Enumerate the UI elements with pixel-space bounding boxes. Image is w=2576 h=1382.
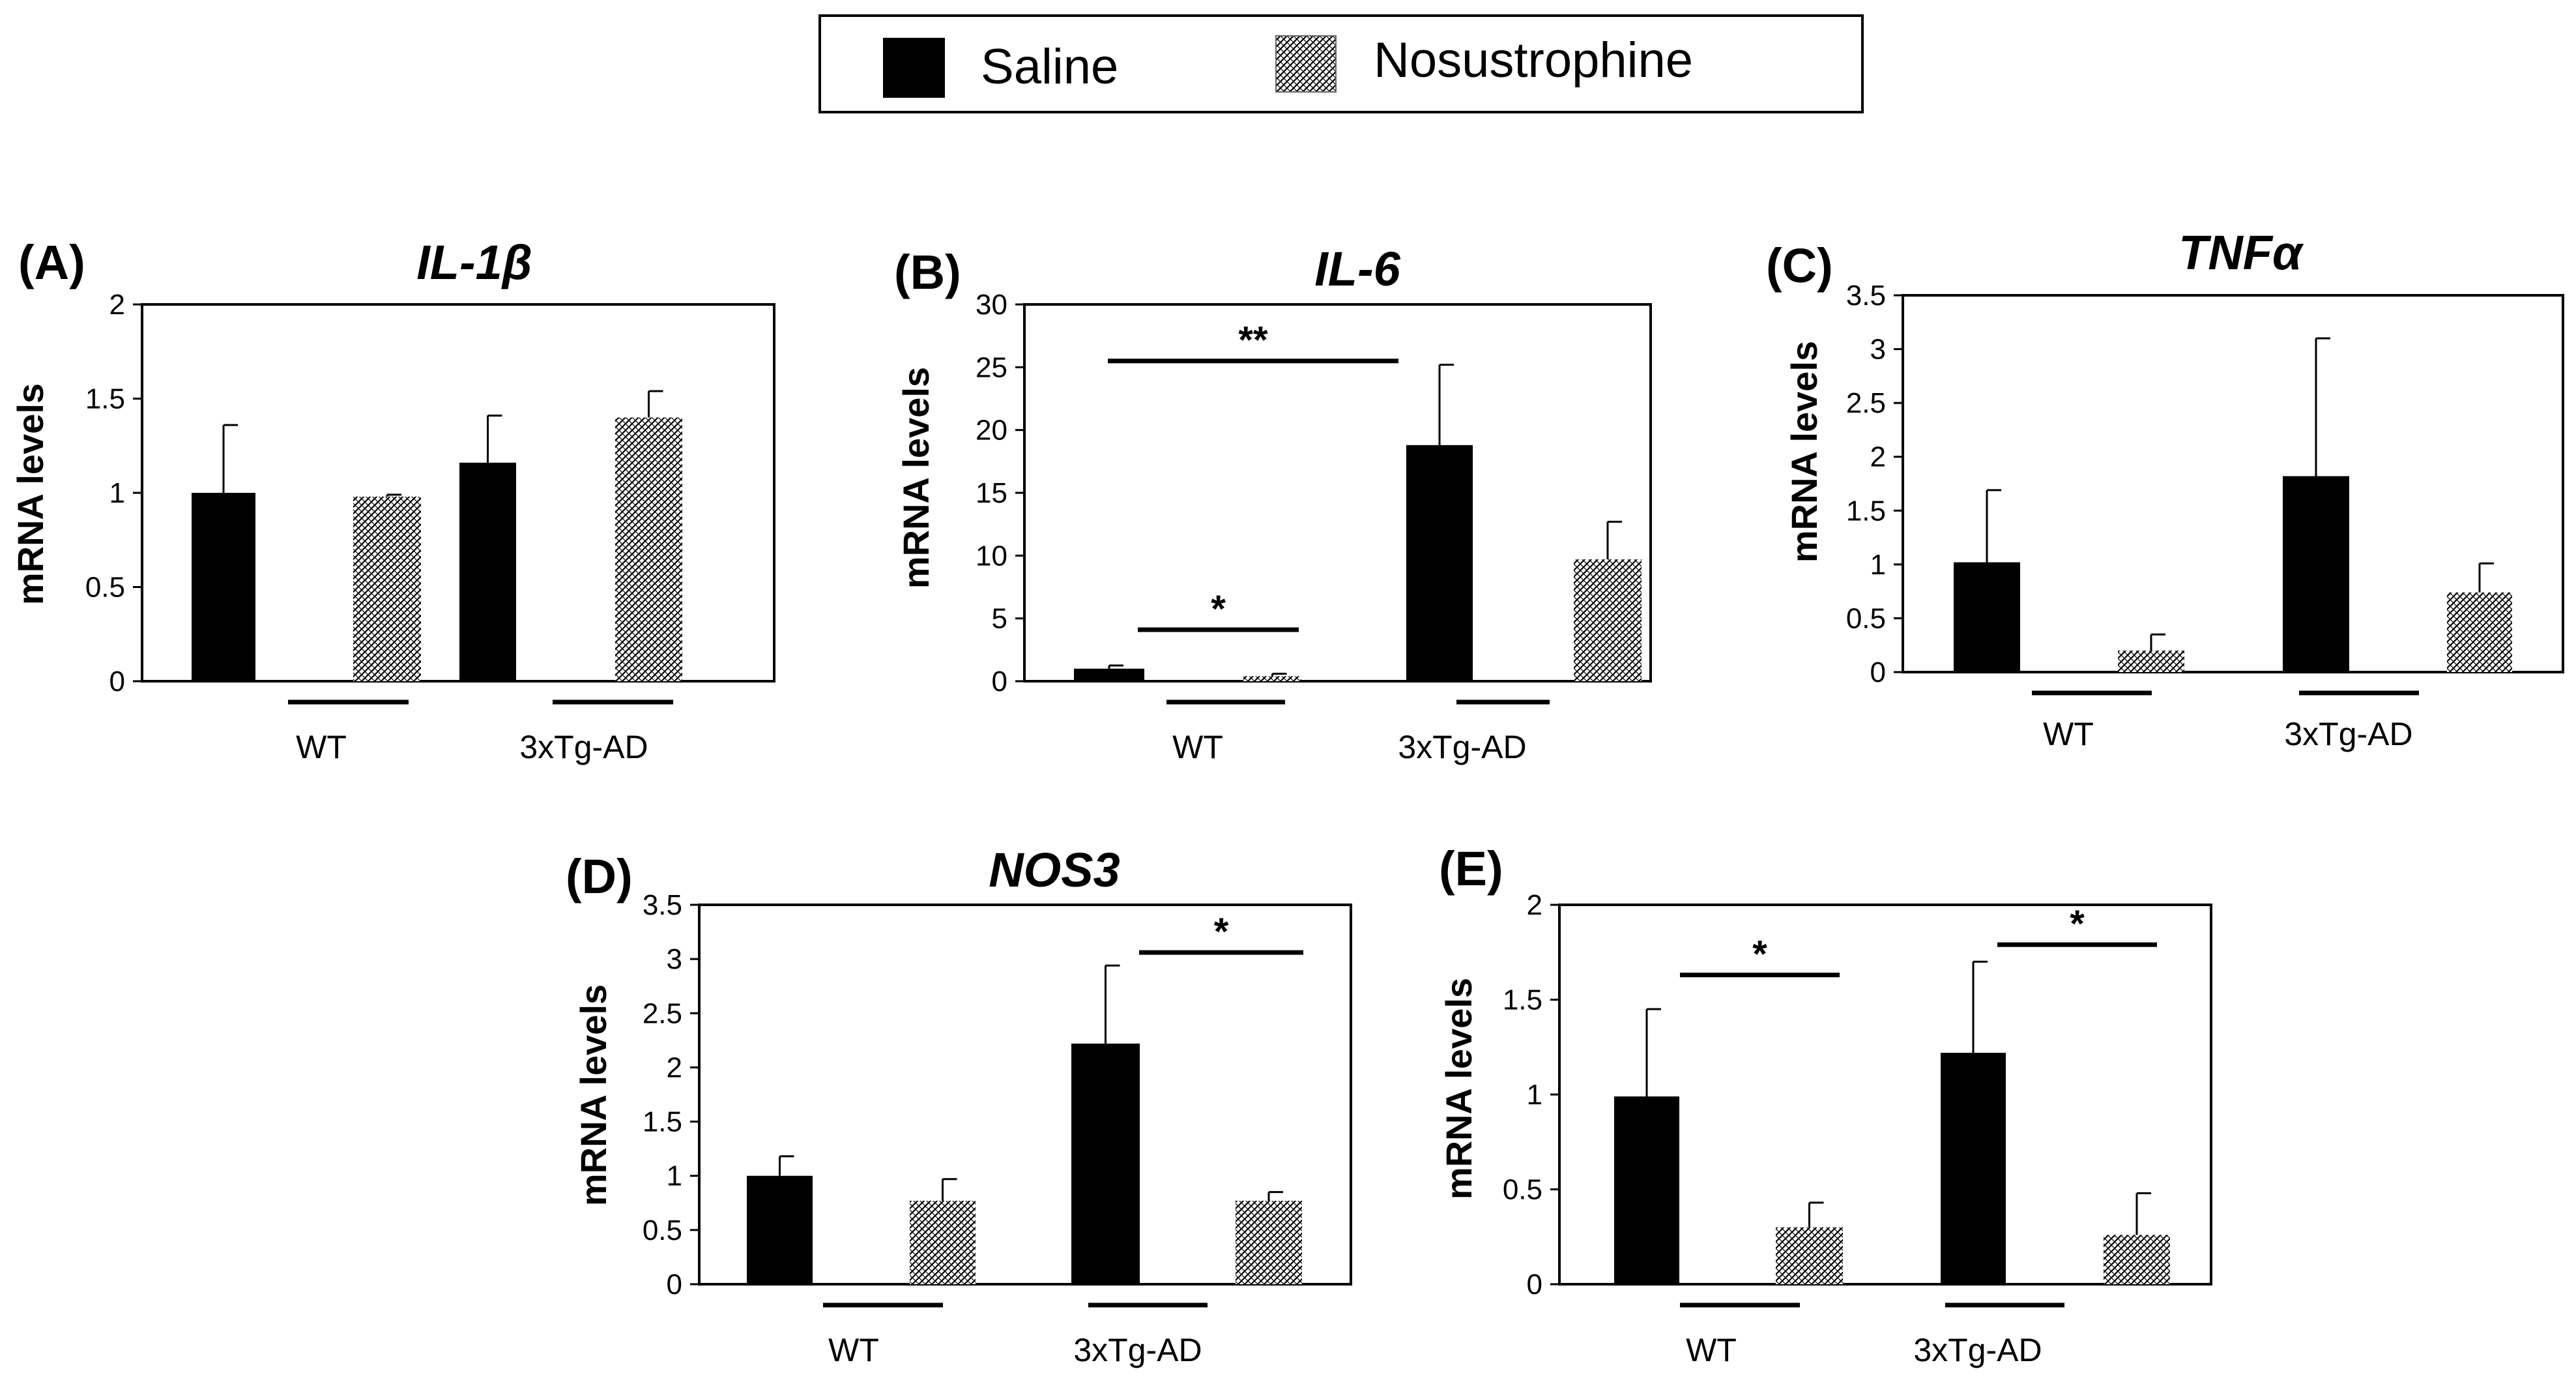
panel-a-bar-saline-3xtg	[459, 462, 516, 681]
panel-c-title: TNFα	[2178, 226, 2304, 280]
panel-b-y-tick-label: 15	[976, 477, 1007, 509]
panel-a-label: (A)	[18, 235, 85, 289]
panel-e-y-tick-label: 1.5	[1503, 984, 1542, 1016]
panel-b-y-tick-label: 10	[976, 540, 1007, 572]
panel-d-bar-saline-wt	[747, 1175, 813, 1284]
panel-e-y-tick-label: 2	[1527, 889, 1542, 921]
panel-c-bar-nosustrophine-wt	[2118, 650, 2184, 672]
legend-box	[818, 14, 1864, 113]
panel-a-x-category-label: WT	[296, 729, 347, 765]
panel-d-title: NOS3	[989, 843, 1120, 897]
panel-d-bar-nosustrophine-3xtg	[1236, 1200, 1302, 1284]
panel-c-y-tick-label: 2	[1870, 441, 1886, 473]
panel-c-x-category-label: WT	[2043, 716, 2094, 752]
panel-d-y-tick-label: 1.5	[643, 1106, 682, 1138]
panel-d-y-tick-label: 1	[667, 1160, 682, 1192]
panel-e-x-category-label: WT	[1686, 1332, 1737, 1368]
panel-a-bar-nosustrophine-wt	[353, 496, 421, 681]
panel-e-significance-marker: *	[1752, 934, 1767, 976]
panel-d-y-tick-label: 2	[667, 1051, 682, 1083]
panel-a-y-tick-label: 0.5	[85, 572, 125, 604]
panel-c-plot-frame	[1902, 294, 2564, 673]
panel-d-y-tick-label: 2.5	[643, 997, 682, 1029]
panel-d-y-tick-label: 0	[667, 1269, 682, 1301]
panel-c-y-tick-label: 3.5	[1846, 280, 1886, 312]
panel-a-y-tick-label: 0	[109, 666, 125, 698]
panel-e-label: (E)	[1439, 842, 1503, 896]
panel-d-y-tick-label: 3.5	[643, 889, 682, 921]
panel-d-x-category-label: WT	[828, 1332, 879, 1368]
panel-d-bar-saline-3xtg	[1071, 1043, 1140, 1284]
panel-b-bar-saline-wt	[1074, 668, 1144, 681]
panel-d-bar-nosustrophine-wt	[910, 1200, 976, 1284]
panel-d-label: (D)	[566, 849, 633, 904]
panel-e-y-axis-label: mRNA levels	[1438, 978, 1479, 1199]
panel-c-bar-saline-3xtg	[2283, 476, 2349, 672]
panel-a-bar-saline-wt	[192, 493, 255, 681]
panel-b-significance-marker: **	[1238, 319, 1268, 362]
panel-b-y-tick-label: 30	[976, 289, 1007, 321]
panel-c-y-tick-label: 0	[1870, 656, 1886, 688]
panel-b-y-tick-label: 25	[976, 351, 1007, 383]
legend-label-nosustrophine: Nosustrophine	[1374, 33, 1693, 88]
panel-e-bar-saline-wt	[1614, 1096, 1679, 1284]
legend-label-saline: Saline	[981, 39, 1118, 95]
panel-b-title: IL-6	[1314, 242, 1400, 296]
legend-swatch-saline	[883, 38, 945, 98]
panel-c-y-tick-label: 2.5	[1846, 387, 1886, 419]
panel-c: (C) TNFα mRNA levels 0 0.5 1 1.5 2 2.5 3 3.5 WT 3…	[1766, 226, 2564, 752]
panel-a-x-category-label: 3xTg-AD	[519, 729, 648, 765]
panel-c-bar-nosustrophine-3xtg	[2447, 592, 2512, 672]
panel-c-y-axis-label: mRNA levels	[1784, 341, 1825, 563]
panel-a: (A) IL-1β mRNA levels 0 0.5 1 1.5 2 WT 3xTg-AD	[10, 235, 775, 765]
panel-d: (D) NOS3 mRNA levels 0 0.5 1 1.5 2 2.5 3 3.5 WT 3…	[566, 843, 1352, 1368]
panel-b-bar-nosustrophine-3xtg	[1574, 559, 1642, 681]
panel-a-title: IL-1β	[416, 235, 532, 289]
panel-a-y-axis-label: mRNA levels	[10, 383, 51, 605]
panel-c-y-tick-label: 3	[1870, 334, 1886, 366]
panel-d-y-axis-label: mRNA levels	[573, 984, 614, 1206]
panel-e-y-tick-label: 0	[1527, 1269, 1542, 1301]
panel-d-y-tick-label: 0.5	[643, 1214, 682, 1246]
panel-d-y-tick-label: 3	[667, 943, 682, 975]
panel-a-y-tick-label: 1	[109, 477, 125, 509]
panel-a-y-tick-label: 1.5	[85, 383, 125, 415]
panel-c-y-tick-label: 1.5	[1846, 495, 1886, 527]
legend: Saline Nosustrophine	[818, 14, 1864, 113]
legend-swatch-nosustrophine	[1275, 35, 1337, 93]
panel-b-y-tick-label: 0	[992, 666, 1007, 698]
panel-b-label: (B)	[894, 245, 961, 299]
panel-e-y-tick-label: 0.5	[1503, 1174, 1542, 1206]
panel-b-y-tick-label: 5	[992, 603, 1007, 635]
panel-a-bar-nosustrophine-3xtg	[615, 417, 682, 681]
panel-b-x-category-label: 3xTg-AD	[1398, 729, 1526, 765]
panel-b-x-category-label: WT	[1172, 729, 1223, 765]
panel-e-x-category-label: 3xTg-AD	[1913, 1332, 2042, 1368]
panel-c-x-category-label: 3xTg-AD	[2284, 716, 2412, 752]
panel-d-x-category-label: 3xTg-AD	[1073, 1332, 1202, 1368]
panel-c-y-tick-label: 0.5	[1846, 602, 1886, 634]
panel-e-bar-saline-3xtg	[1941, 1052, 2006, 1284]
panel-e-y-tick-label: 1	[1527, 1079, 1542, 1111]
panel-a-y-tick-label: 2	[109, 289, 125, 321]
panel-e: (E) mRNA levels 0 0.5 1 1.5 2 WT 3xTg-AD * *	[1438, 842, 2212, 1368]
panel-d-significance-marker: *	[1214, 911, 1229, 953]
panel-b-y-tick-label: 20	[976, 415, 1007, 447]
panel-b-bar-saline-3xtg	[1406, 445, 1473, 681]
panel-c-y-tick-label: 1	[1870, 549, 1886, 581]
panel-b-bar-nosustrophine-wt	[1243, 676, 1301, 681]
panel-c-bar-saline-wt	[1954, 562, 2020, 672]
panel-b-y-axis-label: mRNA levels	[895, 367, 936, 589]
panel-e-bar-nosustrophine-3xtg	[2104, 1235, 2170, 1284]
panel-e-significance-marker: *	[2070, 903, 2085, 945]
panel-b-significance-marker: *	[1211, 588, 1226, 630]
panel-b: (B) IL-6 mRNA levels 0 5 10 15 20 25 30 WT 3xTg-…	[894, 242, 1652, 765]
panel-d-plot-frame	[698, 904, 1352, 1286]
panel-e-bar-nosustrophine-wt	[1776, 1227, 1843, 1284]
panel-c-label: (C)	[1766, 239, 1833, 293]
